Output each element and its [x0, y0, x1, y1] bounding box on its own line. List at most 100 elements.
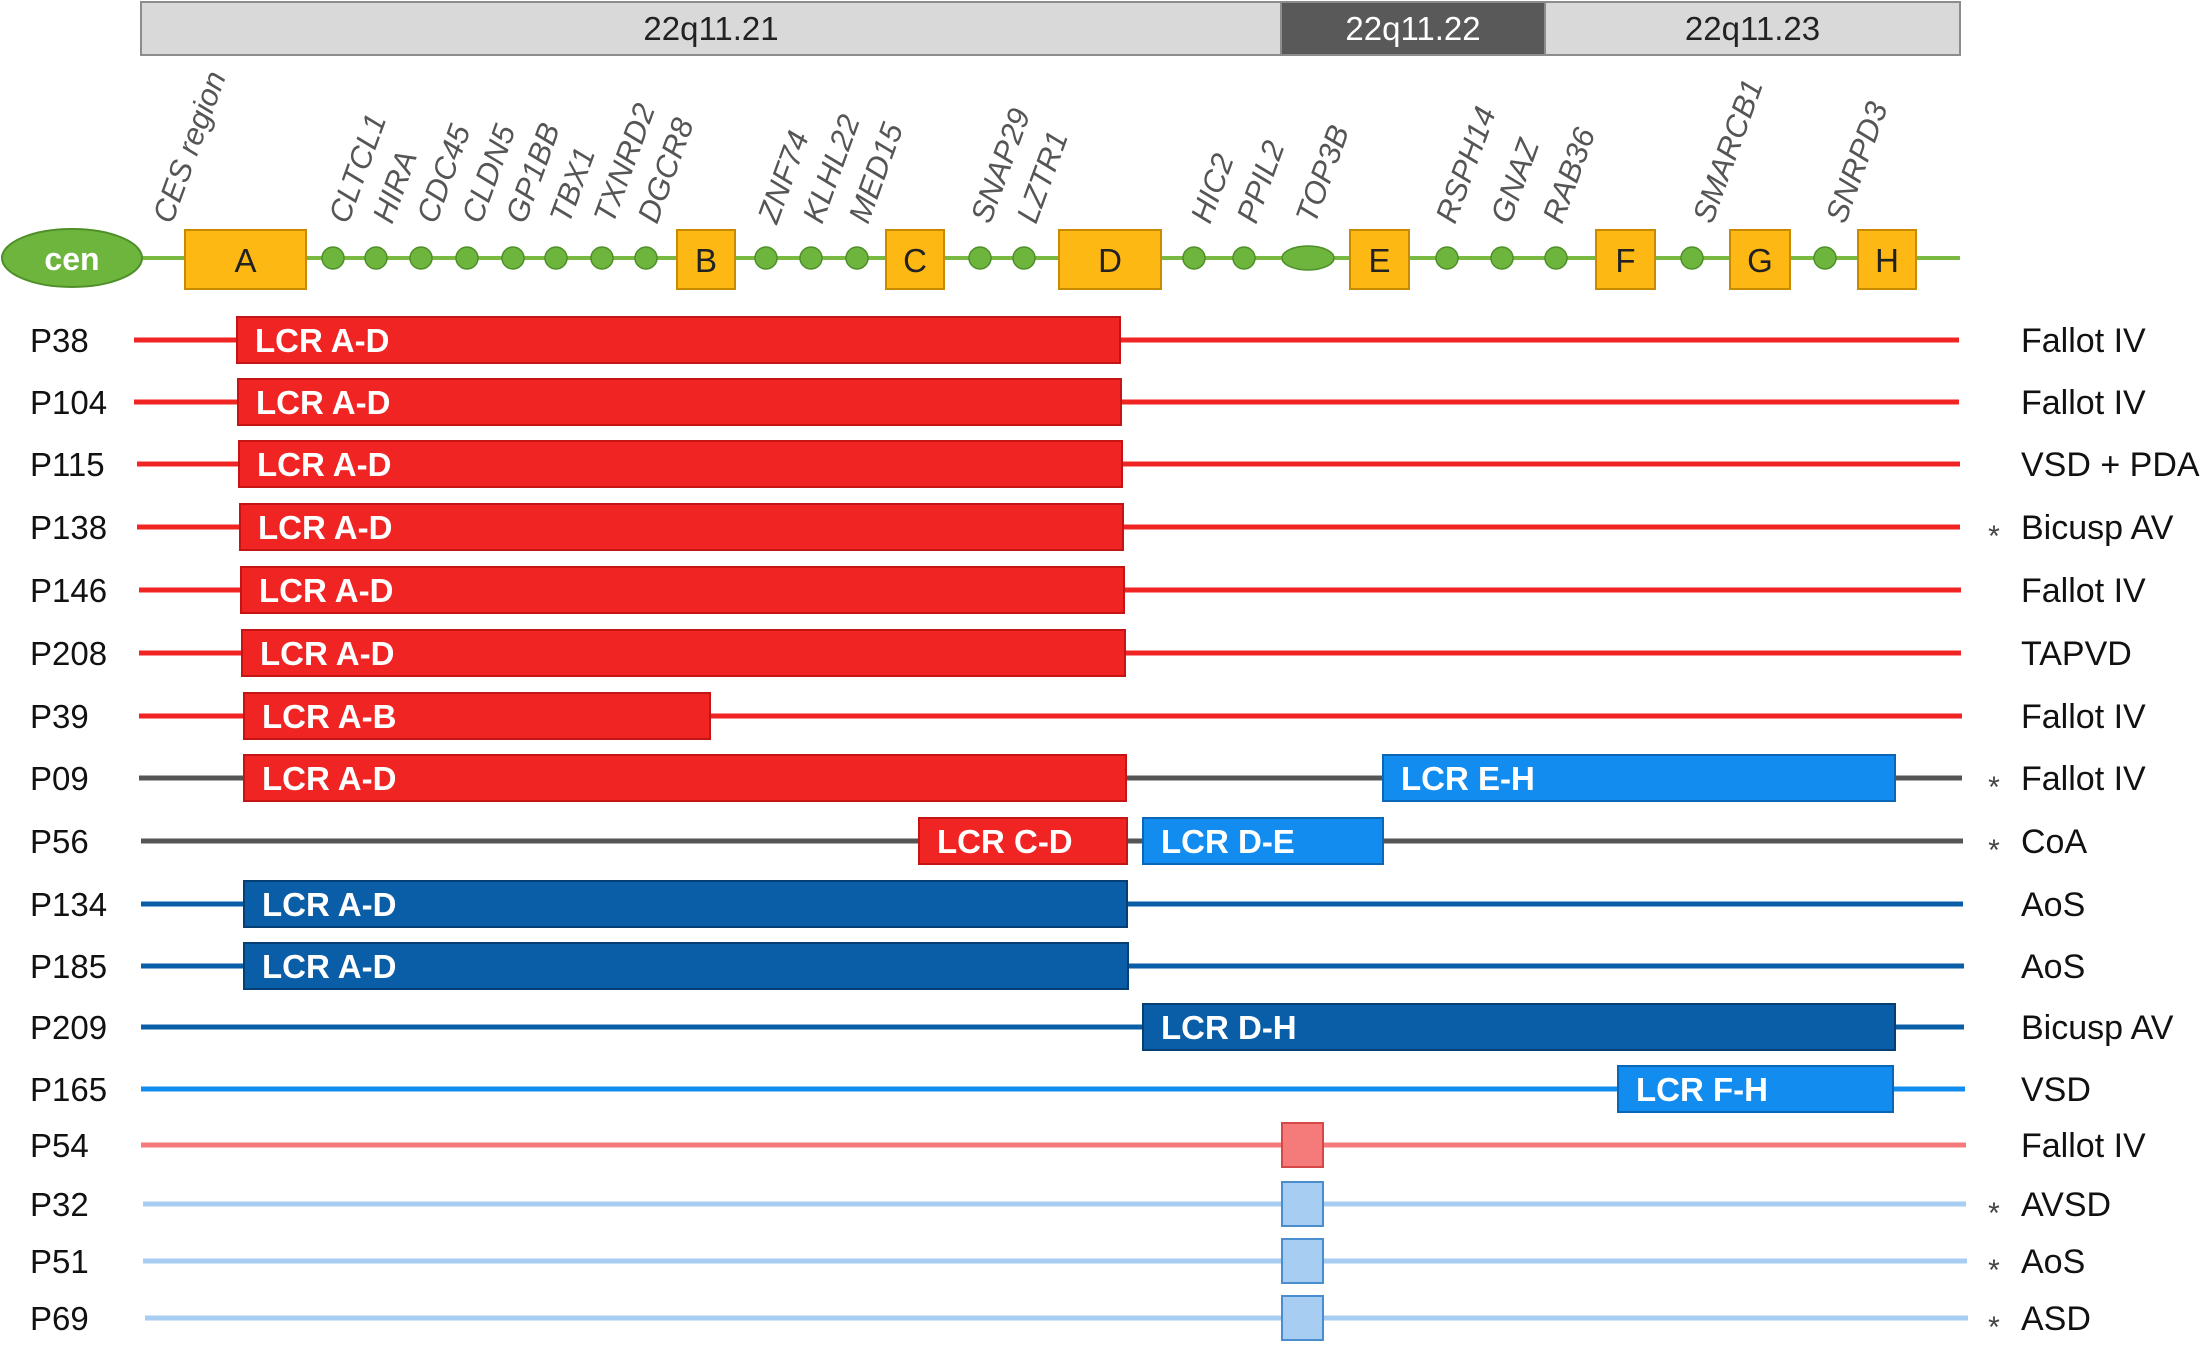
gene-label: TOP3B	[1289, 120, 1356, 227]
phenotype-label: Fallot IV	[2021, 384, 2146, 422]
patient-row-p38: P38 LCR A-D Fallot IV	[30, 317, 2146, 363]
gene-marker	[545, 247, 567, 269]
cytoband-label: 22q11.22	[1345, 10, 1480, 47]
phenotype-label: VSD + PDA	[2021, 446, 2200, 484]
gene-marker	[502, 247, 524, 269]
patient-id: P69	[30, 1300, 89, 1337]
patient-id: P09	[30, 760, 89, 797]
patient-row-p69: P69*ASD	[30, 1296, 2091, 1344]
patient-row-p54: P54Fallot IV	[30, 1123, 2146, 1167]
patient-id: P51	[30, 1243, 89, 1280]
patient-id: P54	[30, 1127, 89, 1164]
lcr-label: H	[1875, 242, 1899, 279]
phenotype-label: AoS	[2021, 948, 2085, 986]
patient-row-p56: P56LCR C-DLCR D-E*CoA	[30, 818, 2087, 867]
cnv-segment-label: LCR F-H	[1636, 1071, 1768, 1108]
patient-id: P39	[30, 698, 89, 735]
chromosome-track: cenABCDEFGH	[2, 229, 1960, 289]
patient-id: P134	[30, 886, 107, 923]
patient-row-p165: P165 LCR F-H VSD	[30, 1066, 2091, 1112]
ces-region-label: CES region	[146, 66, 233, 227]
patient-id: P209	[30, 1009, 107, 1046]
cnv-segment-label: LCR A-B	[262, 698, 396, 735]
patient-row-p09: P09LCR A-DLCR E-H*Fallot IV	[30, 755, 2146, 804]
small-cnv-box	[1282, 1182, 1323, 1226]
gene-marker	[322, 247, 344, 269]
phenotype-label: Fallot IV	[2021, 322, 2146, 360]
cytoband-label: 22q11.23	[1685, 10, 1820, 47]
patient-id: P138	[30, 509, 107, 546]
small-cnv-box	[1282, 1239, 1323, 1283]
gene-marker	[1013, 247, 1035, 269]
gene-marker	[635, 247, 657, 269]
cnv-segment-label: LCR A-D	[262, 760, 396, 797]
patient-id: P38	[30, 322, 89, 359]
asterisk-marker: *	[1988, 1197, 2000, 1230]
phenotype-label: TAPVD	[2021, 635, 2132, 673]
lcr-label: A	[234, 242, 256, 279]
patient-row-p134: P134LCR A-DAoS	[30, 881, 2085, 927]
lcr-label: D	[1098, 242, 1122, 279]
phenotype-label: Bicusp AV	[2021, 1009, 2174, 1047]
asterisk-marker: *	[1988, 1311, 2000, 1344]
gene-marker	[1436, 247, 1458, 269]
asterisk-marker: *	[1988, 834, 2000, 867]
lcr-label: B	[695, 242, 717, 279]
patient-rows: P38LCR A-DFallot IVP104LCR A-DFallot IVP…	[30, 317, 2200, 1344]
gene-marker	[1545, 247, 1567, 269]
lcr-label: F	[1615, 242, 1635, 279]
cnv-segment-label: LCR D-H	[1161, 1009, 1297, 1046]
patient-row-p32: P32 * AVSD	[30, 1182, 2111, 1230]
cnv-segment-label: LCR A-D	[262, 948, 396, 985]
gene-marker	[410, 247, 432, 269]
centromere-label: cen	[44, 241, 99, 277]
cnv-segment-label: LCR A-D	[259, 572, 393, 609]
patient-id: P185	[30, 948, 107, 985]
gene-marker	[1814, 247, 1836, 269]
phenotype-label: CoA	[2021, 823, 2087, 861]
phenotype-label: Fallot IV	[2021, 698, 2146, 736]
patient-id: P32	[30, 1186, 89, 1223]
phenotype-label: AVSD	[2021, 1186, 2111, 1224]
gene-marker	[365, 247, 387, 269]
cnv-segment-label: LCR A-D	[255, 322, 389, 359]
gene-label: PPIL2	[1230, 136, 1292, 227]
patient-row-p208: P208LCR A-DTAPVD	[30, 630, 2132, 676]
patient-row-p104: P104 LCR A-D Fallot IV	[30, 379, 2146, 425]
patient-id: P146	[30, 572, 107, 609]
patient-row-p115: P115LCR A-DVSD + PDA	[30, 441, 2200, 487]
patient-id: P165	[30, 1071, 107, 1108]
phenotype-label: Fallot IV	[2021, 572, 2146, 610]
patient-id: P115	[30, 446, 105, 483]
cnv-segment-label: LCR A-D	[258, 509, 392, 546]
patient-row-p209: P209 LCR D-H Bicusp AV	[30, 1004, 2174, 1050]
patient-row-p51: P51 * AoS	[30, 1239, 2085, 1287]
gene-marker	[1282, 246, 1334, 270]
lcr-label: E	[1368, 242, 1390, 279]
phenotype-label: AoS	[2021, 1243, 2085, 1281]
cnv-segment-label: LCR A-D	[262, 886, 396, 923]
gene-marker	[846, 247, 868, 269]
asterisk-marker: *	[1988, 1254, 2000, 1287]
phenotype-label: VSD	[2021, 1071, 2091, 1109]
phenotype-label: Bicusp AV	[2021, 509, 2174, 547]
cnv-segment-label: LCR A-D	[256, 384, 390, 421]
gene-marker	[1183, 247, 1205, 269]
patient-id: P56	[30, 823, 89, 860]
cnv-segment-label: LCR C-D	[937, 823, 1073, 860]
gene-label: SNRPD3	[1819, 97, 1895, 227]
cnv-segment-label: LCR E-H	[1401, 760, 1535, 797]
gene-marker	[800, 247, 822, 269]
phenotype-label: Fallot IV	[2021, 760, 2146, 798]
gene-marker	[969, 247, 991, 269]
gene-marker	[456, 247, 478, 269]
gene-marker	[1233, 247, 1255, 269]
cytoband-header: 22q11.2122q11.2222q11.23	[141, 2, 1960, 55]
gene-marker	[1681, 247, 1703, 269]
small-cnv-box	[1282, 1123, 1323, 1167]
asterisk-marker: *	[1988, 520, 2000, 553]
lcr-label: C	[903, 242, 927, 279]
patient-id: P104	[30, 384, 107, 421]
gene-label: RAB36	[1536, 122, 1603, 227]
